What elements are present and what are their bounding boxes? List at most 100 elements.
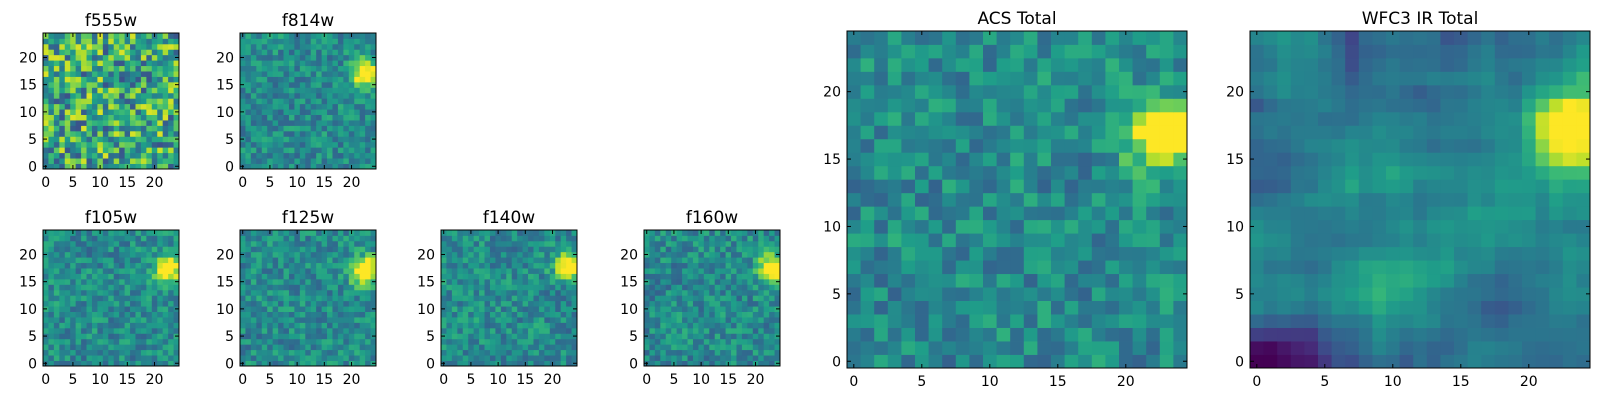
heatmap-cell: [860, 57, 875, 72]
heatmap-cell: [272, 257, 279, 264]
heatmap-cell: [495, 284, 502, 291]
heatmap-cell: [119, 76, 125, 83]
heatmap-cell: [70, 311, 77, 318]
heatmap-cell: [500, 273, 507, 280]
heatmap-cell: [283, 65, 290, 72]
y-tick-label: 5: [832, 287, 841, 303]
heatmap-cell: [370, 125, 377, 132]
heatmap-cell: [157, 355, 164, 361]
heatmap-cell: [1535, 246, 1550, 261]
heatmap-cell: [1132, 354, 1147, 369]
heatmap-cell: [517, 338, 523, 345]
heatmap-cell: [70, 130, 77, 137]
heatmap-cell: [359, 284, 366, 291]
heatmap-cell: [91, 355, 98, 361]
heatmap-cell: [1318, 179, 1332, 194]
heatmap-cell: [969, 57, 984, 72]
heatmap-cell: [261, 163, 268, 170]
heatmap-cell: [1576, 341, 1591, 355]
heatmap-cell: [446, 306, 453, 312]
heatmap-cell: [522, 355, 529, 361]
heatmap-cell: [168, 262, 174, 269]
heatmap-cell: [354, 43, 361, 50]
heatmap-cell: [555, 295, 562, 302]
heatmap-cell: [135, 71, 142, 77]
heatmap-cell: [256, 125, 263, 132]
heatmap-cell: [113, 98, 120, 105]
heatmap-cell: [75, 49, 82, 56]
heatmap-cell: [113, 38, 120, 45]
heatmap-cell: [687, 295, 694, 302]
heatmap-cell: [654, 268, 661, 274]
heatmap-cell: [1508, 287, 1523, 301]
heatmap-cell: [370, 338, 377, 345]
heatmap-cell: [294, 103, 301, 110]
heatmap-cell: [528, 273, 534, 280]
heatmap-cell: [157, 327, 164, 334]
heatmap-cell: [736, 338, 743, 345]
heatmap-cell: [676, 240, 683, 247]
heatmap-cell: [173, 284, 180, 291]
heatmap-cell: [278, 246, 284, 253]
heatmap-cell: [549, 251, 556, 258]
heatmap-cell: [240, 38, 246, 45]
heatmap-cell: [327, 262, 333, 269]
heatmap-cell: [108, 246, 115, 253]
heatmap-cell: [671, 306, 678, 312]
heatmap-cell: [1132, 111, 1147, 126]
heatmap-cell: [162, 87, 169, 94]
heatmap-cell: [1159, 354, 1174, 369]
heatmap-cell: [261, 54, 268, 61]
y-tick-label: 15: [216, 78, 234, 94]
heatmap-cell: [97, 333, 104, 340]
heatmap-cell: [1358, 206, 1373, 221]
heatmap-cell: [1159, 246, 1174, 261]
heatmap-cell: [288, 295, 295, 302]
heatmap-cell: [310, 136, 317, 143]
heatmap-cell: [1037, 206, 1052, 221]
heatmap-cell: [135, 147, 142, 154]
heatmap-cell: [769, 257, 775, 264]
heatmap-cell: [660, 284, 667, 291]
heatmap-cell: [1159, 31, 1174, 45]
heatmap-cell: [758, 311, 765, 318]
heatmap-cell: [901, 84, 916, 99]
heatmap-cell: [288, 333, 295, 340]
heatmap-cell: [135, 327, 142, 334]
heatmap-cell: [887, 71, 902, 86]
heatmap-cell: [489, 273, 496, 280]
heatmap-cell: [1146, 84, 1161, 99]
heatmap-cell: [283, 103, 290, 110]
heatmap-cell: [272, 240, 279, 247]
heatmap-cell: [1426, 314, 1441, 328]
heatmap-cell: [874, 165, 889, 180]
heatmap-cell: [108, 355, 115, 361]
heatmap-cell: [473, 235, 480, 242]
heatmap-cell: [75, 120, 82, 126]
heatmap-cell: [146, 295, 153, 302]
heatmap-cell: [59, 235, 66, 242]
heatmap-cell: [763, 306, 770, 312]
heatmap-cell: [955, 287, 970, 301]
heatmap-cell: [250, 76, 257, 83]
heatmap-cell: [682, 251, 688, 258]
heatmap-cell: [1105, 138, 1120, 153]
heatmap-cell: [1119, 233, 1133, 248]
heatmap-cell: [1105, 260, 1120, 275]
heatmap-cell: [703, 240, 710, 247]
heatmap-cell: [1413, 300, 1428, 315]
heatmap-cell: [517, 230, 523, 236]
heatmap-cell: [774, 257, 781, 264]
heatmap-cell: [256, 278, 263, 285]
heatmap-cell: [272, 125, 279, 132]
heatmap-cell: [1358, 341, 1373, 355]
heatmap-cell: [102, 71, 109, 77]
heatmap-cell: [173, 230, 180, 236]
heatmap-cell: [272, 65, 279, 72]
heatmap-cell: [752, 344, 759, 351]
heatmap-cell: [1132, 165, 1147, 180]
heatmap-cell: [299, 240, 306, 247]
heatmap-cell: [53, 268, 60, 274]
heatmap-cell: [720, 360, 726, 367]
heatmap-cell: [1562, 287, 1577, 301]
